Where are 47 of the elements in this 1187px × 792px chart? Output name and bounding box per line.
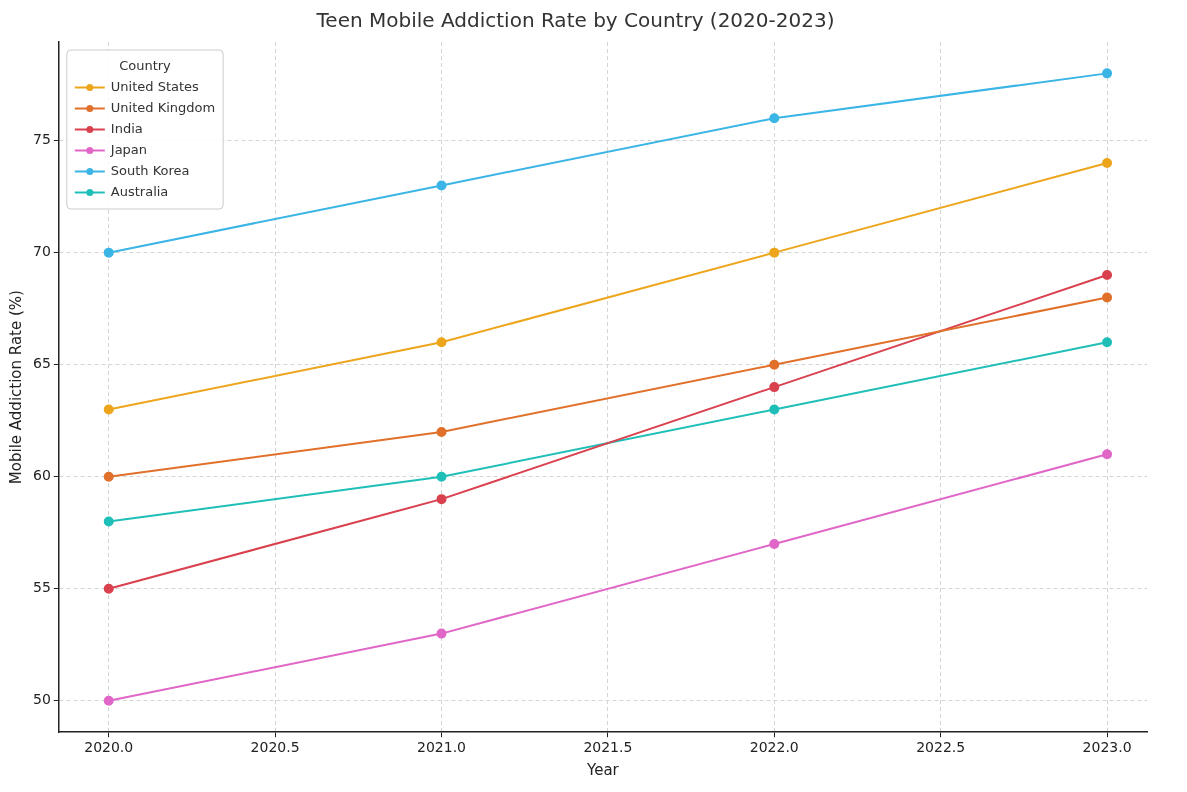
point [436, 426, 447, 437]
legend-label: United Kingdom [110, 99, 216, 115]
y-tick-label: 70 [32, 243, 51, 260]
point [103, 404, 114, 415]
legend-label: India [110, 120, 143, 136]
point [436, 337, 447, 348]
point [769, 113, 780, 124]
point [1102, 449, 1113, 460]
point [769, 538, 780, 549]
point [1102, 337, 1113, 348]
x-axis-title: Year [586, 760, 620, 779]
point [103, 583, 114, 594]
point [436, 180, 447, 191]
chart-title: Teen Mobile Addiction Rate by Country (2020-2023) [315, 8, 835, 33]
y-axis-title: Mobile Addiction Rate (%) [6, 290, 25, 485]
point [103, 695, 114, 706]
x-tick-label: 2023.0 [1082, 739, 1132, 756]
x-tick-label: 2022.0 [749, 739, 799, 756]
x-tick-label: 2020.0 [84, 739, 134, 756]
point [1102, 158, 1113, 169]
point [103, 516, 114, 527]
y-tick-label: 50 [32, 691, 51, 708]
y-tick-label: 75 [32, 131, 51, 148]
y-tick-label: 55 [32, 579, 51, 596]
x-tick-label: 2021.0 [417, 739, 467, 756]
point [103, 471, 114, 482]
legend-label: United States [110, 78, 200, 94]
point [103, 247, 114, 258]
point [769, 382, 780, 393]
x-tick-label: 2022.5 [916, 739, 966, 756]
point [769, 247, 780, 258]
point [436, 628, 447, 639]
y-tick-label: 65 [32, 355, 51, 372]
point [436, 471, 447, 482]
legend-label: South Korea [110, 162, 190, 178]
point [769, 404, 780, 415]
x-tick-label: 2020.5 [250, 739, 300, 756]
point [436, 494, 447, 505]
point [1102, 68, 1113, 79]
legend-title: Country [119, 57, 172, 73]
point [1102, 292, 1113, 303]
point [769, 359, 780, 370]
point [1102, 270, 1113, 281]
x-tick-label: 2021.5 [583, 739, 633, 756]
y-tick-label: 60 [32, 467, 51, 484]
legend-label: Japan [109, 141, 148, 157]
legend-label: Australia [110, 183, 169, 199]
